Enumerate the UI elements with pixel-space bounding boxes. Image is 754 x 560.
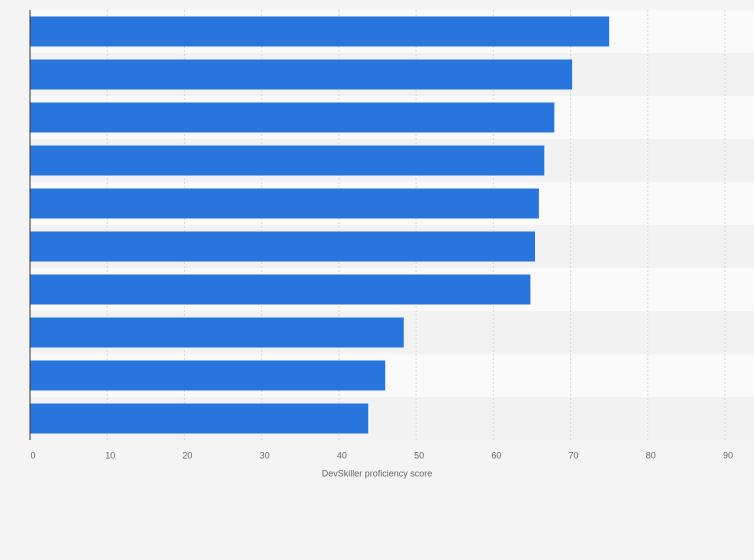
x-tick-label: 70 [569, 450, 579, 460]
bar [30, 16, 610, 47]
x-axis-label: DevSkiller proficiency score [322, 468, 433, 478]
bar [30, 360, 386, 391]
bar [30, 317, 404, 348]
bar [30, 145, 545, 176]
bar [30, 403, 369, 434]
bar [30, 59, 573, 90]
x-tick-label: 90 [723, 450, 733, 460]
bar [30, 231, 536, 262]
x-tick-label: 80 [646, 450, 656, 460]
x-tick-label: 0 [30, 450, 35, 460]
bar [30, 188, 539, 219]
bar [30, 102, 555, 133]
x-tick-label: 40 [337, 450, 347, 460]
x-tick-label: 10 [105, 450, 115, 460]
x-tick-label: 30 [260, 450, 270, 460]
x-tick-label: 20 [182, 450, 192, 460]
x-tick-label: 50 [414, 450, 424, 460]
x-tick-label: 60 [491, 450, 501, 460]
bar [30, 274, 531, 305]
